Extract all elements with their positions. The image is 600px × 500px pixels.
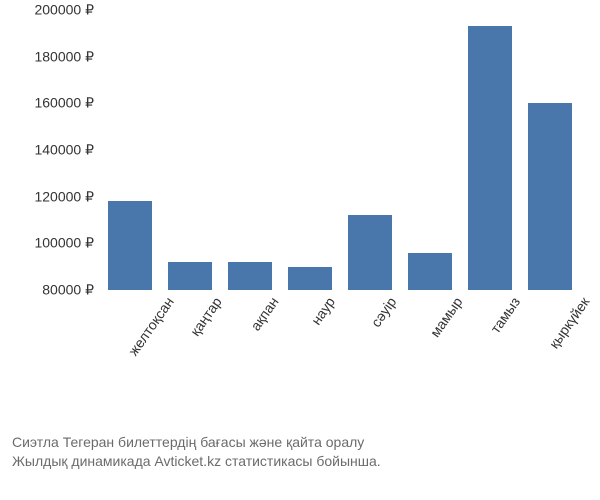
price-chart: 80000 ₽ 100000 ₽ 120000 ₽ 140000 ₽ 160000 ₽ 1… bbox=[0, 0, 600, 500]
bar bbox=[408, 253, 451, 290]
x-tick-label: наур bbox=[308, 294, 338, 328]
x-label-slot: қыркүйек bbox=[520, 294, 580, 434]
bar-slot bbox=[520, 10, 580, 290]
x-axis-labels: желтоқсанқаңтар ақпан наур сәуірмамыр тамызқ… bbox=[100, 294, 580, 434]
x-tick-label: қыркүйек bbox=[546, 294, 593, 351]
bar-slot bbox=[340, 10, 400, 290]
y-tick-label: 140000 ₽ bbox=[34, 142, 94, 159]
bar bbox=[348, 215, 391, 290]
x-tick-label: ақпан bbox=[247, 294, 281, 333]
y-tick-label: 100000 ₽ bbox=[34, 235, 94, 252]
x-label-slot: тамыз bbox=[460, 294, 520, 434]
y-tick-label: 80000 ₽ bbox=[42, 282, 94, 299]
x-label-slot: сәуір bbox=[340, 294, 400, 434]
x-label-slot: мамыр bbox=[400, 294, 460, 434]
y-tick-label: 160000 ₽ bbox=[34, 95, 94, 112]
y-axis: 80000 ₽100000 ₽120000 ₽140000 ₽160000 ₽1… bbox=[0, 10, 98, 290]
y-tick-label: 180000 ₽ bbox=[34, 48, 94, 65]
bar-slot bbox=[160, 10, 220, 290]
bar-slot bbox=[100, 10, 160, 290]
bar bbox=[228, 262, 271, 290]
x-label-slot: желтоқсан bbox=[100, 294, 160, 434]
bar bbox=[468, 26, 511, 290]
y-tick-label: 200000 ₽ bbox=[34, 2, 94, 19]
bar-slot bbox=[400, 10, 460, 290]
bar-slot bbox=[460, 10, 520, 290]
bars-group bbox=[100, 10, 580, 290]
x-tick-label: сәуір bbox=[368, 294, 400, 330]
bar bbox=[528, 103, 571, 290]
x-label-slot: қаңтар bbox=[160, 294, 220, 434]
bar-slot bbox=[280, 10, 340, 290]
y-tick-label: 120000 ₽ bbox=[34, 188, 94, 205]
bar bbox=[168, 262, 211, 290]
caption-line-2: Жылдық динамикада Avticket.kz статистика… bbox=[12, 452, 588, 472]
x-label-slot: наур bbox=[280, 294, 340, 434]
caption-line-1: Сиэтла Тегеран билеттердің бағасы және қ… bbox=[12, 433, 588, 453]
plot-area bbox=[100, 10, 580, 290]
bar bbox=[288, 267, 331, 290]
chart-caption: Сиэтла Тегеран билеттердің бағасы және қ… bbox=[12, 433, 588, 472]
x-label-slot: ақпан bbox=[220, 294, 280, 434]
bar bbox=[108, 201, 151, 290]
bar-slot bbox=[220, 10, 280, 290]
x-tick-label: тамыз bbox=[487, 294, 523, 336]
